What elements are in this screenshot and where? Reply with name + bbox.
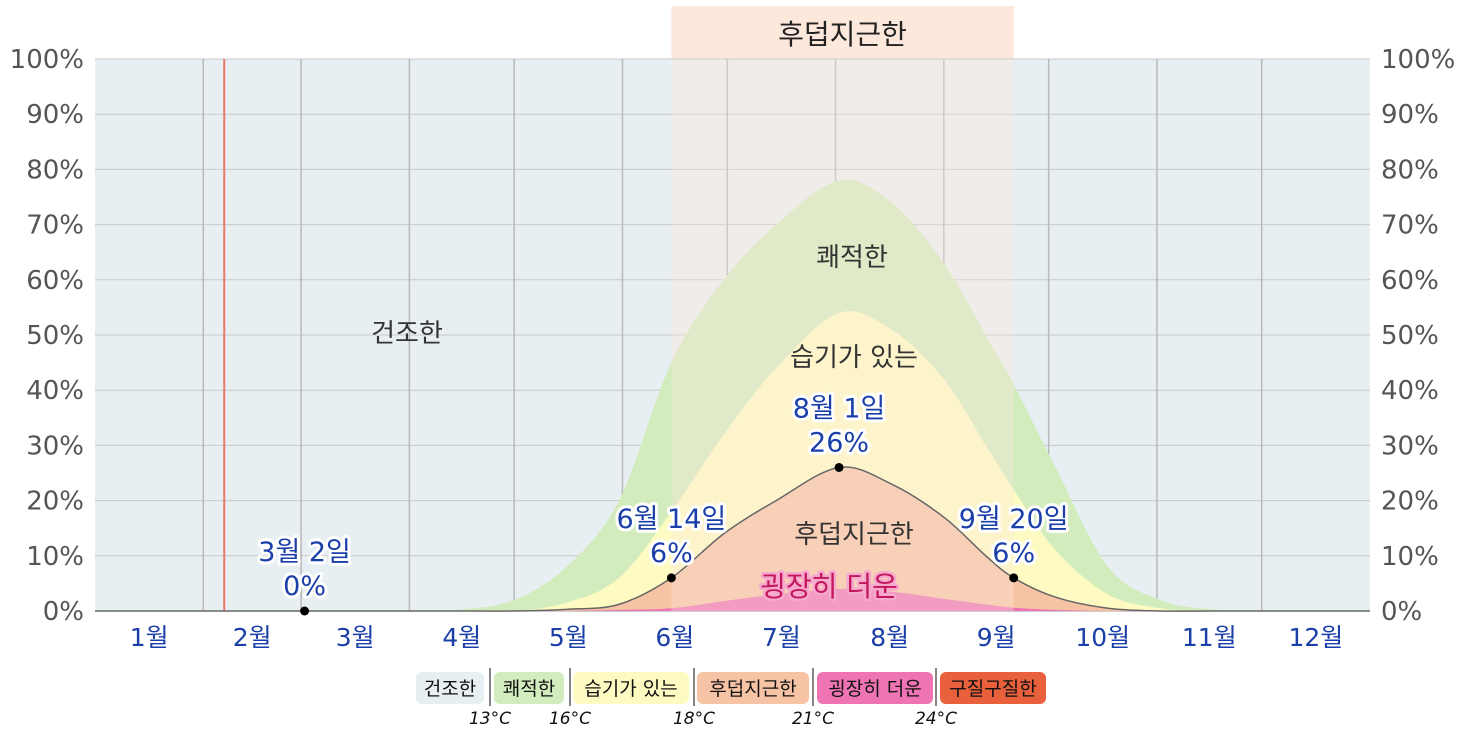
y-tick-label: 100% (1381, 45, 1455, 75)
x-tick-month: 10월 (1075, 623, 1130, 652)
band-background (671, 6, 1014, 59)
callout-point (666, 573, 676, 583)
y-tick-label: 90% (1381, 100, 1439, 130)
x-tick-month: 11월 (1182, 623, 1237, 652)
legend-chip-swatch (940, 672, 1046, 704)
y-tick-label: 90% (26, 100, 84, 130)
region-label-comfortable: 쾌적한 (816, 243, 888, 273)
area-muggy (95, 467, 1370, 612)
callout-date: 3월 2일 (258, 537, 351, 568)
season-band-overlay (671, 59, 1014, 611)
y-tick-label: 10% (26, 542, 84, 572)
y-tick-label: 30% (26, 431, 84, 461)
y-tick-label: 20% (26, 487, 84, 517)
legend-chip-label: 쾌적한 (503, 678, 555, 700)
y-tick-label: 10% (1381, 542, 1439, 572)
x-tick-month: 1월 (130, 623, 169, 652)
y-tick-label: 0% (1381, 597, 1422, 627)
muggy-boundary-line (95, 466, 1370, 612)
region-label-humid: 습기가 있는 (790, 343, 918, 373)
legend-threshold: 24°C (915, 709, 957, 729)
season-band-title: 후덥지근한 (778, 18, 907, 51)
y-tick-label: 50% (1381, 321, 1439, 351)
y-axis-right: 0% 10% 20% 30% 40% 50% 60% 70% 80% 90% 100% (1381, 45, 1455, 627)
y-tick-label: 70% (1381, 211, 1439, 241)
callout-point (1009, 573, 1019, 583)
x-tick-month: 9월 (977, 623, 1016, 652)
x-tick-month: 5월 (549, 623, 588, 652)
legend-threshold: 21°C (792, 709, 834, 729)
legend-chip-swatch (573, 672, 689, 704)
x-tick-month: 8월 (870, 623, 909, 652)
x-axis-months: 1월 2월 3월 4월 5월 6월 7월 8월 9월 10월 11월 12월 (130, 623, 1344, 652)
legend-threshold: 16°C (549, 709, 591, 729)
callout-value: 6% (650, 538, 693, 569)
x-tick-month: 12월 (1288, 623, 1343, 652)
y-tick-label: 20% (1381, 487, 1439, 517)
callout-date: 6월 14일 (616, 504, 726, 535)
y-tick-label: 80% (26, 155, 84, 185)
legend-chip-swatch (416, 672, 484, 704)
y-tick-label: 60% (1381, 266, 1439, 296)
y-tick-label: 40% (1381, 376, 1439, 406)
region-label-muggy: 후덥지근한 (794, 520, 914, 550)
callout-point (834, 462, 844, 472)
legend-chip-label: 굉장히 더운 (828, 678, 921, 700)
y-tick-label: 60% (26, 266, 84, 296)
legend-chip-label: 건조한 (424, 678, 476, 700)
x-tick-month: 2월 (233, 623, 272, 652)
y-tick-label: 80% (1381, 155, 1439, 185)
callout-value: 6% (992, 538, 1035, 569)
legend: 건조한 쾌적한 습기가 있는 후덥지근한 굉장히 더운 구질구질한 13°C 16°C 18°C… (416, 668, 1046, 729)
legend-chip-label: 구질구질한 (949, 678, 1036, 700)
y-axis-left: 0% 10% 20% 30% 40% 50% 60% 70% 80% 90% 100% (10, 45, 84, 627)
callout-value: 26% (809, 427, 869, 458)
y-tick-label: 40% (26, 376, 84, 406)
x-tick-month: 6월 (655, 623, 694, 652)
legend-chip-swatch (697, 672, 809, 704)
y-tick-label: 0% (43, 597, 84, 627)
callout-date: 9월 20일 (959, 504, 1069, 535)
callout-date: 8월 1일 (793, 393, 886, 424)
area-oppressive (95, 588, 1370, 612)
legend-chip-label: 습기가 있는 (584, 678, 677, 700)
y-tick-label: 70% (26, 211, 84, 241)
legend-chip-swatch (817, 672, 933, 704)
x-tick-month: 4월 (442, 623, 481, 652)
x-tick-month: 3월 (336, 623, 375, 652)
area-humid (95, 311, 1370, 612)
region-label-dry: 건조한 (371, 319, 443, 349)
y-tick-label: 100% (10, 45, 84, 75)
legend-chip-swatch (494, 672, 564, 704)
region-label-oppressive: 굉장히 더운 (760, 570, 898, 603)
x-tick-month: 7월 (762, 623, 801, 652)
callout-value: 0% (283, 571, 326, 602)
legend-threshold: 18°C (673, 709, 715, 729)
area-comfortable (95, 179, 1370, 612)
legend-chip-label: 후덥지근한 (709, 678, 796, 700)
legend-threshold: 13°C (469, 709, 511, 729)
area-series (95, 179, 1370, 612)
y-tick-label: 50% (26, 321, 84, 351)
callout-point (300, 606, 310, 616)
y-tick-label: 30% (1381, 431, 1439, 461)
